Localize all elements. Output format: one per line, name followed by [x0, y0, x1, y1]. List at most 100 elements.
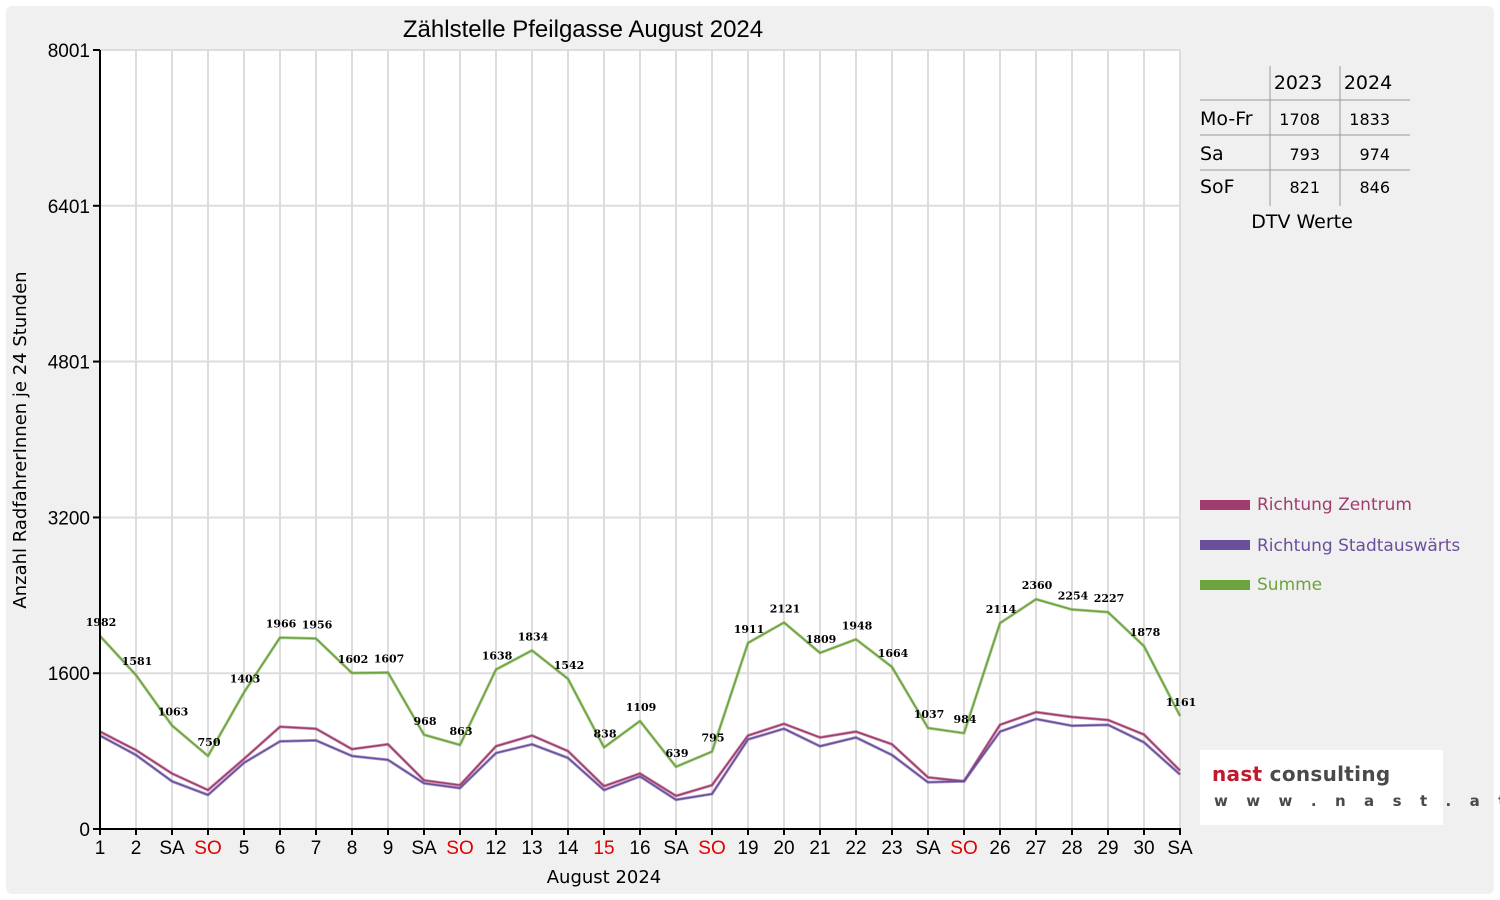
data-label: 1063: [158, 706, 189, 719]
legend-label: Richtung Zentrum: [1257, 495, 1412, 515]
data-label: 1966: [266, 618, 297, 631]
data-label: 863: [450, 725, 473, 738]
x-tick-label: 12: [485, 838, 506, 859]
data-label: 2114: [986, 603, 1017, 616]
y-axis-label: Anzahl RadfahrerInnen je 24 Stunden: [10, 271, 31, 608]
x-tick-label: SA: [663, 838, 689, 859]
x-tick-label: 1: [95, 838, 106, 859]
dtv-cell: 821: [1289, 178, 1320, 197]
logo-brand: nast: [1212, 762, 1263, 786]
y-tick-label: 1600: [48, 664, 90, 685]
dtv-row-label: Sa: [1200, 143, 1224, 165]
grid: [100, 49, 1181, 829]
dtv-row-label: SoF: [1200, 176, 1235, 198]
dtv-cell: 793: [1289, 145, 1320, 164]
dtv-cell: 1833: [1349, 110, 1390, 129]
logo-url: w w w . n a s t . a t: [1214, 792, 1500, 810]
data-label: 2227: [1094, 592, 1125, 605]
data-label: 1542: [554, 659, 585, 672]
x-tick-label: SA: [411, 838, 437, 859]
x-tick-label: 13: [521, 838, 542, 859]
data-label: 1638: [482, 650, 513, 663]
legend-swatch: [1200, 500, 1250, 510]
data-label: 968: [414, 715, 437, 728]
x-tick-label: 20: [773, 838, 794, 859]
legend-label: Summe: [1257, 575, 1322, 595]
data-label: 1037: [914, 708, 945, 721]
data-label: 838: [594, 727, 617, 740]
y-tick-label: 3200: [48, 508, 90, 529]
data-label: 1809: [806, 633, 837, 646]
data-label: 1982: [86, 616, 117, 629]
x-tick-label: 26: [989, 838, 1010, 859]
y-tick-label: 4801: [48, 353, 90, 374]
series-lines: [98, 597, 1182, 802]
x-tick-label: 22: [845, 838, 866, 859]
legend-item-zentrum: Richtung Zentrum: [1200, 495, 1412, 515]
series-line: [99, 598, 1181, 768]
x-tick-label: 9: [383, 838, 394, 859]
x-axis-label: August 2024: [547, 867, 662, 888]
data-label: 984: [954, 713, 977, 726]
dtv-header-2023: 2023: [1274, 72, 1322, 94]
data-label: 639: [666, 747, 689, 760]
data-label: 1956: [302, 619, 333, 632]
dtv-header-2024: 2024: [1344, 72, 1392, 94]
x-tick-label: SA: [159, 838, 185, 859]
logo-brand-rest: consulting: [1262, 762, 1391, 786]
series-line: [99, 711, 1181, 797]
dtv-cell: 846: [1359, 178, 1390, 197]
x-tick-label: 29: [1097, 838, 1118, 859]
x-tick-label: 27: [1025, 838, 1046, 859]
x-tick-label: SO: [698, 838, 725, 859]
x-tick-label: 7: [311, 838, 322, 859]
legend-swatch: [1200, 540, 1250, 550]
x-tick-label: 19: [737, 838, 758, 859]
logo-wordmark: nast consulting: [1212, 762, 1390, 786]
x-tick-label: SO: [194, 838, 221, 859]
x-tick-label: SA: [1167, 838, 1193, 859]
x-tick-label: 2: [131, 838, 142, 859]
data-label: 1911: [734, 623, 765, 636]
data-label: 750: [198, 736, 221, 749]
x-tick-label: 6: [275, 838, 286, 859]
dtv-table: 2023 2024 Mo-Fr 1708 1833 Sa 793 974 SoF…: [1200, 66, 1410, 233]
x-tick-label: SO: [950, 838, 977, 859]
nast-consulting-logo: nast consulting w w w . n a s t . a t: [1200, 750, 1500, 825]
y-tick-label: 6401: [48, 197, 90, 218]
data-label: 2254: [1058, 590, 1089, 603]
data-label: 1948: [842, 619, 873, 632]
chart-title: Zählstelle Pfeilgasse August 2024: [403, 16, 763, 43]
legend: Richtung Zentrum Richtung Stadtauswärts …: [1200, 495, 1460, 595]
data-label: 1834: [518, 630, 549, 643]
data-label: 1878: [1130, 626, 1161, 639]
data-label: 1664: [878, 647, 909, 660]
x-tick-label: 30: [1133, 838, 1154, 859]
y-tick-labels: 0 1600 3200 4801 6401 8001: [48, 41, 100, 841]
data-label: 1581: [122, 655, 153, 668]
data-label: 1602: [338, 653, 369, 666]
data-label: 2360: [1022, 579, 1053, 592]
legend-item-summe: Summe: [1200, 575, 1322, 595]
data-label: 1403: [230, 672, 261, 685]
x-tick-label: 8: [347, 838, 358, 859]
data-labels: 1982 1581 1063 750 1403 1966 1956 1602 1607 968 86…: [86, 579, 1197, 760]
x-tick-label: 15: [593, 838, 614, 859]
legend-item-stadtauswaerts: Richtung Stadtauswärts: [1200, 536, 1460, 556]
data-label: 1607: [374, 653, 405, 666]
dtv-cell: 1708: [1279, 110, 1320, 129]
y-tick-label: 0: [79, 820, 90, 841]
x-tick-label: 16: [629, 838, 650, 859]
dtv-row-label: Mo-Fr: [1200, 108, 1253, 130]
x-tick-labels: 1 2 SA SO 5 6 7 8 9 SA SO 12 13 14 15 16 SA SO 19 20 21 22 23 S…: [95, 829, 1193, 859]
x-tick-label: 21: [809, 838, 830, 859]
legend-label: Richtung Stadtauswärts: [1257, 536, 1460, 556]
y-tick-label: 8001: [48, 41, 90, 62]
dtv-cell: 974: [1359, 145, 1390, 164]
x-tick-label: 14: [557, 838, 579, 859]
x-tick-label: 5: [239, 838, 250, 859]
data-label: 1109: [626, 701, 657, 714]
dtv-caption: DTV Werte: [1251, 211, 1353, 233]
x-tick-label: SA: [915, 838, 941, 859]
